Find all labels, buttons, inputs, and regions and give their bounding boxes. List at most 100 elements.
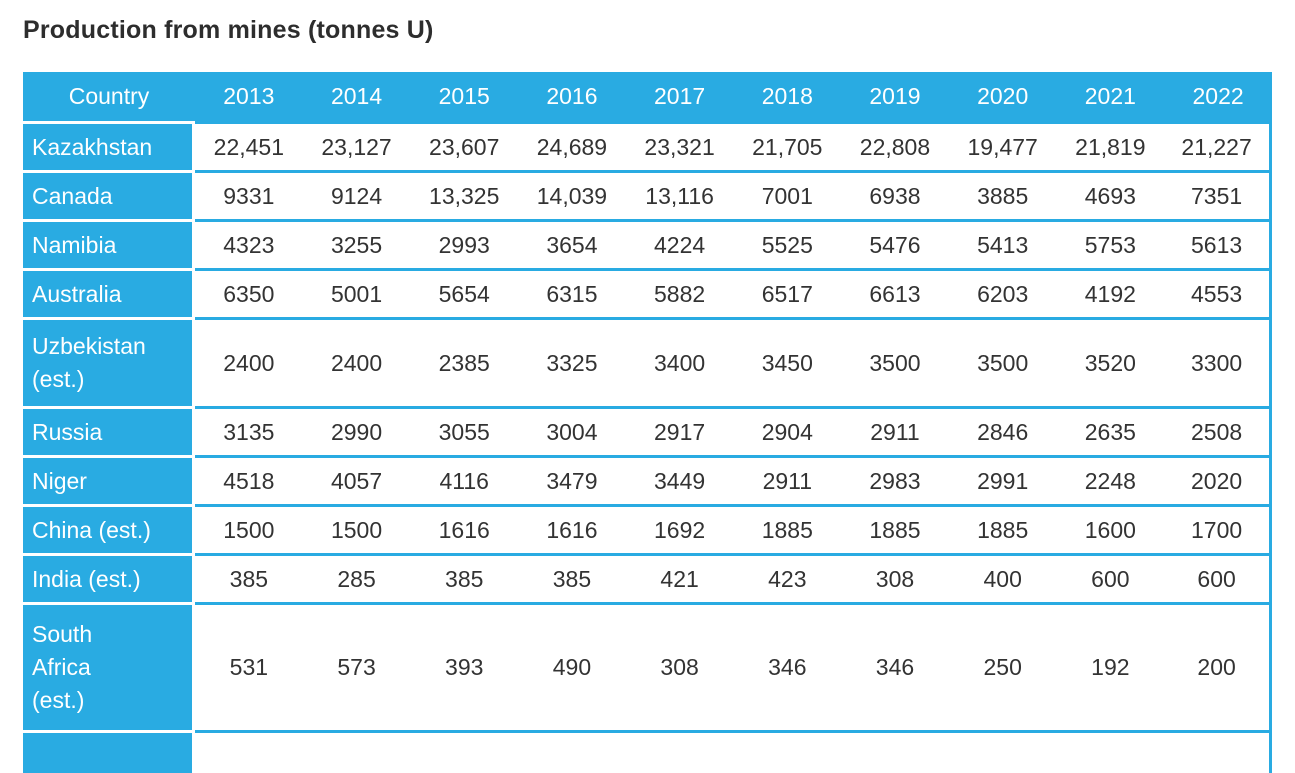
- table-cell: 2400: [302, 320, 411, 409]
- header-row: Country 2013 2014 2015 2016 2017 2018 2019 2020 2…: [23, 72, 1272, 124]
- table-cell: 385: [410, 556, 519, 605]
- table-cell: 2991: [948, 458, 1057, 507]
- table-cell: 6203: [948, 271, 1057, 320]
- table-cell: 4323: [195, 222, 303, 271]
- table-cell: 22,451: [195, 124, 303, 173]
- table-cell: 308: [625, 605, 734, 733]
- table-cell: [1056, 733, 1165, 773]
- page-title: Production from mines (tonnes U): [23, 16, 434, 44]
- table-cell: 1600: [1056, 507, 1165, 556]
- table-cell: 400: [948, 556, 1057, 605]
- table-cell: 3500: [948, 320, 1057, 409]
- table-cell: [302, 733, 411, 773]
- table-cell: 5882: [625, 271, 734, 320]
- table-cell: 14,039: [518, 173, 626, 222]
- table-cell: 1616: [410, 507, 519, 556]
- table-cell: 192: [1056, 605, 1165, 733]
- header-year-2013: 2013: [195, 72, 303, 124]
- table-cell: 3325: [518, 320, 626, 409]
- table-cell: 6517: [733, 271, 842, 320]
- table-row: Uzbekistan (est.) 2400 2400 2385 3325 3400 345…: [23, 320, 1272, 409]
- table-cell: 3654: [518, 222, 626, 271]
- row-label: [23, 733, 196, 773]
- table-cell: 3450: [733, 320, 842, 409]
- table-cell: 6350: [195, 271, 303, 320]
- table-cell: [841, 733, 949, 773]
- table-cell: 4693: [1056, 173, 1165, 222]
- row-label: China (est.): [23, 507, 196, 556]
- table-cell: 3255: [302, 222, 411, 271]
- table-row: Russia 3135 2990 3055 3004 2917 2904 2911 2846 26…: [23, 409, 1272, 458]
- table-cell: 3055: [410, 409, 519, 458]
- table-cell: 3400: [625, 320, 734, 409]
- row-label: Namibia: [23, 222, 196, 271]
- table-cell: 1616: [518, 507, 626, 556]
- table-cell: 6613: [841, 271, 949, 320]
- table-cell: 421: [625, 556, 734, 605]
- row-label: Kazakhstan: [23, 124, 196, 173]
- table-cell: 2990: [302, 409, 411, 458]
- table-cell: 9124: [302, 173, 411, 222]
- header-year-2014: 2014: [302, 72, 411, 124]
- table-cell: 1500: [302, 507, 411, 556]
- table-row-partial: [23, 733, 1272, 773]
- table-cell: 200: [1164, 605, 1272, 733]
- table-cell: 2917: [625, 409, 734, 458]
- table-cell: 346: [841, 605, 949, 733]
- table-cell: [733, 733, 842, 773]
- table-cell: 2508: [1164, 409, 1272, 458]
- header-year-2016: 2016: [518, 72, 626, 124]
- table-cell: 3520: [1056, 320, 1165, 409]
- table-cell: 2248: [1056, 458, 1165, 507]
- table-cell: 385: [518, 556, 626, 605]
- table-row: India (est.) 385 285 385 385 421 423 308 400 600 6…: [23, 556, 1272, 605]
- header-year-2019: 2019: [841, 72, 949, 124]
- table-cell: 5525: [733, 222, 842, 271]
- header-year-2018: 2018: [733, 72, 842, 124]
- table-cell: [518, 733, 626, 773]
- table-cell: [1164, 733, 1272, 773]
- table-cell: [195, 733, 303, 773]
- table-cell: 600: [1164, 556, 1272, 605]
- table-row: China (est.) 1500 1500 1616 1616 1692 1885 1885…: [23, 507, 1272, 556]
- table-cell: [948, 733, 1057, 773]
- table-cell: 7351: [1164, 173, 1272, 222]
- table-row: Australia 6350 5001 5654 6315 5882 6517 6613 620…: [23, 271, 1272, 320]
- header-year-2022: 2022: [1164, 72, 1272, 124]
- table-cell: 2020: [1164, 458, 1272, 507]
- table-cell: 285: [302, 556, 411, 605]
- production-table: Country 2013 2014 2015 2016 2017 2018 2019 2020 2…: [23, 72, 1272, 773]
- table-cell: 2904: [733, 409, 842, 458]
- row-label: South Africa (est.): [23, 605, 196, 733]
- row-label: Russia: [23, 409, 196, 458]
- table-cell: 346: [733, 605, 842, 733]
- table-cell: 4518: [195, 458, 303, 507]
- table-cell: 7001: [733, 173, 842, 222]
- table-cell: 1500: [195, 507, 303, 556]
- header-year-2021: 2021: [1056, 72, 1165, 124]
- table-cell: 1885: [841, 507, 949, 556]
- table-cell: 3300: [1164, 320, 1272, 409]
- table-cell: 2846: [948, 409, 1057, 458]
- table-cell: 4116: [410, 458, 519, 507]
- table-row: Namibia 4323 3255 2993 3654 4224 5525 5476 5413 5…: [23, 222, 1272, 271]
- table-cell: 5476: [841, 222, 949, 271]
- table-cell: 3135: [195, 409, 303, 458]
- table-cell: 3885: [948, 173, 1057, 222]
- table-cell: [625, 733, 734, 773]
- table-cell: 531: [195, 605, 303, 733]
- table-cell: 5753: [1056, 222, 1165, 271]
- table-cell: 600: [1056, 556, 1165, 605]
- table-cell: 2400: [195, 320, 303, 409]
- table-cell: 5613: [1164, 222, 1272, 271]
- table-cell: 2635: [1056, 409, 1165, 458]
- table-cell: 2911: [841, 409, 949, 458]
- table-cell: 573: [302, 605, 411, 733]
- table-cell: 4553: [1164, 271, 1272, 320]
- row-label: Niger: [23, 458, 196, 507]
- table-cell: 21,819: [1056, 124, 1165, 173]
- table-cell: 3479: [518, 458, 626, 507]
- table-row: South Africa (est.) 531 573 393 490 308 346 346…: [23, 605, 1272, 733]
- table-row: Niger 4518 4057 4116 3479 3449 2911 2983 2991 224…: [23, 458, 1272, 507]
